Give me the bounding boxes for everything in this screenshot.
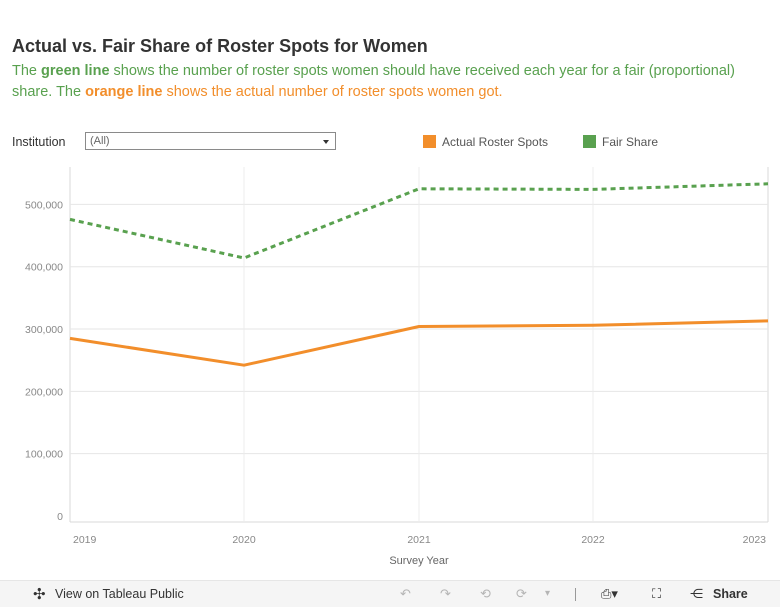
tableau-logo-icon[interactable]: ✣ bbox=[33, 586, 46, 603]
x-tick-label: 2022 bbox=[581, 534, 605, 546]
fullscreen-icon[interactable]: ⛶ bbox=[652, 586, 662, 601]
share-button[interactable]: Share bbox=[713, 587, 748, 601]
share-icon[interactable]: ⋲ bbox=[690, 586, 703, 601]
chevron-down-icon bbox=[323, 140, 329, 144]
series-line-fair-share[interactable] bbox=[69, 182, 769, 260]
y-tick-label: 500,000 bbox=[25, 199, 63, 211]
y-tick-label: 400,000 bbox=[25, 262, 63, 274]
subtitle-text-3: shows the actual number of roster spots … bbox=[162, 84, 503, 100]
x-axis-title: Survey Year bbox=[389, 555, 449, 567]
subtitle-text-1: The bbox=[12, 63, 42, 79]
refresh-icon[interactable]: ⟳ bbox=[516, 586, 527, 601]
y-tick-label: 0 bbox=[57, 511, 63, 523]
subtitle-orange-line: orange line bbox=[85, 84, 163, 100]
chart-title: Actual vs. Fair Share of Roster Spots fo… bbox=[12, 36, 428, 56]
y-tick-label: 300,000 bbox=[25, 324, 63, 336]
redo-icon[interactable]: ↷ bbox=[440, 586, 451, 601]
grid-lines bbox=[70, 167, 768, 522]
subtitle-text-2: shows the number of roster spots women s… bbox=[12, 63, 735, 100]
series-lines bbox=[69, 182, 769, 367]
line-chart: 0 100,000 200,000 300,000 400,000 500,000 2019… bbox=[25, 167, 769, 567]
y-tick-label: 100,000 bbox=[25, 449, 63, 461]
y-tick-label: 200,000 bbox=[25, 386, 63, 398]
subtitle-green-line: green line bbox=[41, 63, 110, 79]
legend-label-actual: Actual Roster Spots bbox=[442, 135, 549, 149]
institution-filter-dropdown[interactable]: (All) bbox=[85, 132, 336, 150]
series-line-actual-roster-spots[interactable] bbox=[69, 319, 769, 367]
revert-icon[interactable]: ⟲ bbox=[480, 586, 491, 601]
legend-label-fair-share: Fair Share bbox=[602, 135, 659, 149]
x-tick-label: 2023 bbox=[743, 534, 767, 546]
institution-filter-label: Institution bbox=[12, 135, 66, 149]
download-icon[interactable]: ⎙▾ bbox=[601, 586, 618, 601]
legend-swatch-actual bbox=[423, 135, 436, 148]
view-on-tableau-public-link[interactable]: View on Tableau Public bbox=[55, 587, 184, 601]
chart-subtitle: The green line shows the number of roste… bbox=[12, 61, 752, 103]
undo-icon[interactable]: ↶ bbox=[400, 586, 411, 601]
x-tick-label: 2021 bbox=[407, 534, 431, 546]
pause-icon[interactable]: ▾ bbox=[545, 588, 551, 599]
toolbar-separator bbox=[575, 588, 576, 601]
institution-filter-value: (All) bbox=[90, 135, 110, 147]
x-tick-label: 2020 bbox=[232, 534, 256, 546]
legend-swatch-fair-share bbox=[583, 135, 596, 148]
tableau-toolbar: ✣ View on Tableau Public ↶ ↷ ⟲ ⟳ ▾ ⎙▾ ⛶ … bbox=[0, 580, 780, 607]
x-tick-label: 2019 bbox=[73, 534, 97, 546]
axis-ticks: 0 100,000 200,000 300,000 400,000 500,000 2019… bbox=[25, 199, 766, 546]
